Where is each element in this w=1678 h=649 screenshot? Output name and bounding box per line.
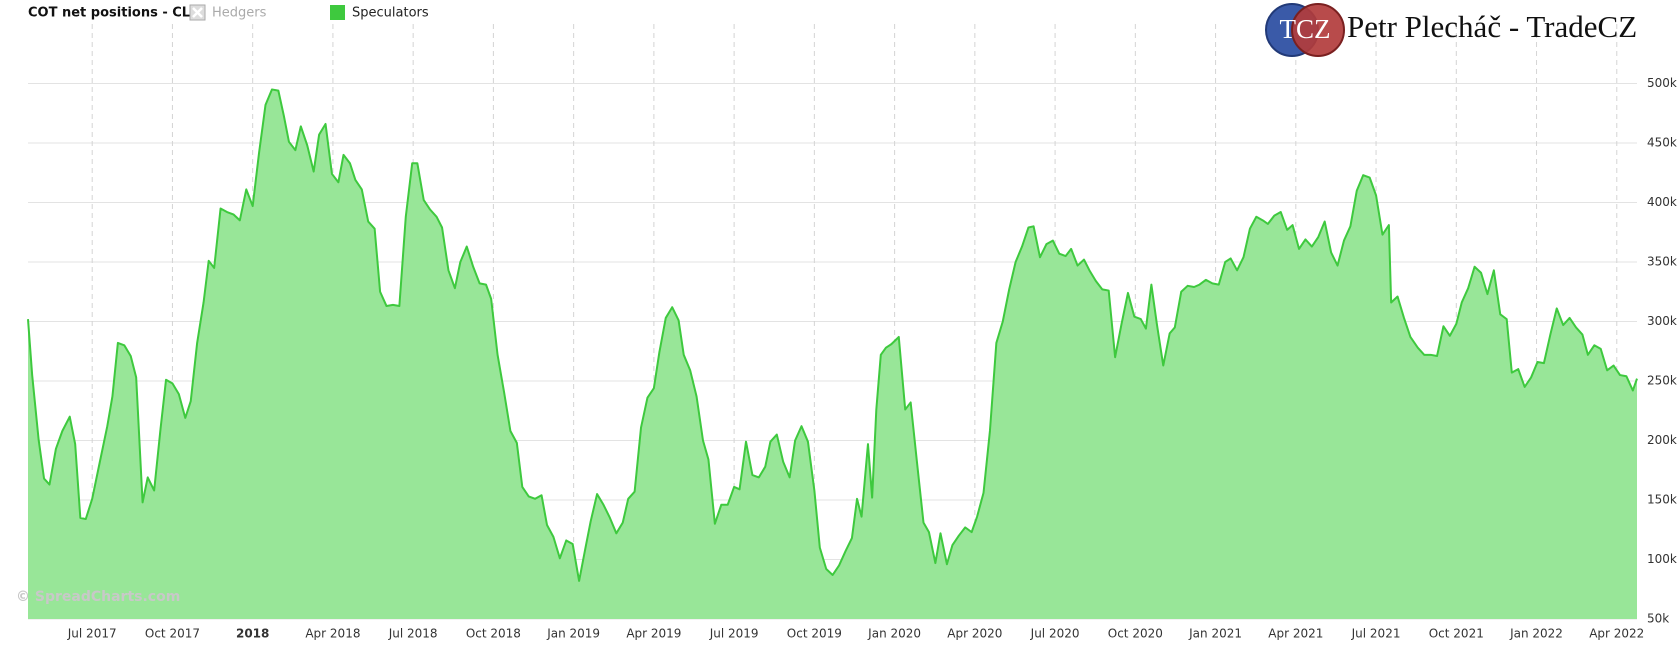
x-tick-label: Oct 2020: [1108, 627, 1163, 641]
y-tick-label: 500k: [1647, 76, 1677, 90]
logo-text: TCZ: [1280, 14, 1331, 44]
legend-label: Speculators: [352, 6, 429, 21]
x-tick-label: Jul 2018: [388, 627, 438, 641]
legend-swatch-cross: [192, 7, 203, 18]
x-tick-label: Jan 2019: [546, 627, 600, 641]
x-tick-label: Jan 2022: [1509, 627, 1563, 641]
x-tick-label: Oct 2017: [145, 627, 200, 641]
x-tick-label: Oct 2019: [787, 627, 842, 641]
watermark: © SpreadCharts.com: [16, 589, 180, 605]
x-tick-label: Jul 2020: [1030, 627, 1080, 641]
y-tick-label: 400k: [1647, 195, 1677, 209]
x-tick-label: Oct 2021: [1429, 627, 1484, 641]
logo-circle: [1291, 3, 1345, 57]
legend-label: Hedgers: [212, 6, 267, 21]
x-tick-label: Apr 2019: [626, 627, 681, 641]
y-tick-label: 200k: [1647, 433, 1677, 447]
x-tick-label: Apr 2020: [947, 627, 1002, 641]
chart-title: COT net positions - CL:: [28, 6, 195, 21]
legend-item[interactable]: Hedgers: [189, 4, 267, 21]
labels: 50k 100k 150k 200k 250k 300k 350k 400k 450k 500k J…: [67, 76, 1677, 641]
x-tick-label: Oct 2018: [466, 627, 521, 641]
y-tick-label: 100k: [1647, 552, 1677, 566]
x-tick-label: Jan 2021: [1188, 627, 1242, 641]
y-tick-label: 150k: [1647, 493, 1677, 507]
area-fill: [28, 89, 1637, 619]
x-tick-label: Apr 2021: [1268, 627, 1323, 641]
x-tick-label: Jul 2021: [1351, 627, 1401, 641]
x-tick-label: Apr 2018: [305, 627, 360, 641]
y-tick-label: 350k: [1647, 255, 1677, 269]
x-tick-label: Apr 2022: [1589, 627, 1644, 641]
x-tick-label: Jul 2017: [67, 627, 117, 641]
legend-item[interactable]: Speculators: [330, 5, 429, 21]
y-tick-label: 300k: [1647, 314, 1677, 328]
x-tick-label: Jul 2019: [709, 627, 759, 641]
y-tick-label: 450k: [1647, 136, 1677, 150]
x-tick-label: Jan 2020: [867, 627, 921, 641]
x-tick-label: 2018: [236, 627, 269, 641]
author: Petr Plecháč - TradeCZ: [1347, 9, 1637, 44]
y-tick-label: 250k: [1647, 374, 1677, 388]
line: [27, 88, 1638, 582]
legend-swatch: [330, 5, 345, 20]
logo: TCZ: [1265, 3, 1345, 57]
y-tick-label: 50k: [1647, 612, 1669, 626]
plot-area: [27, 88, 1638, 619]
